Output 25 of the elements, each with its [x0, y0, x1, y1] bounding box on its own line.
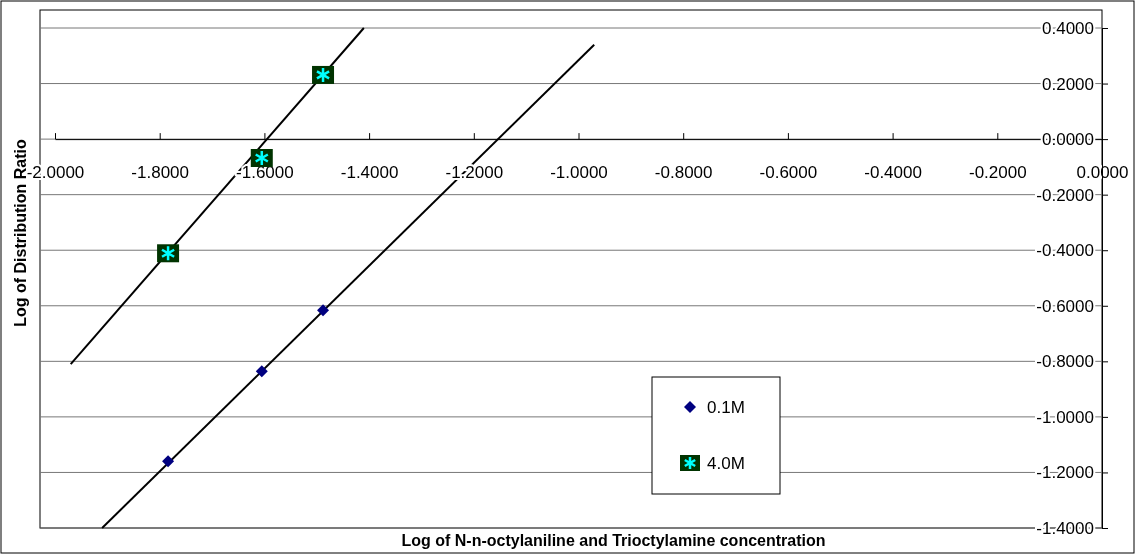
x-tick-label: -1.6000 [236, 163, 294, 183]
x-tick-label: -0.2000 [968, 163, 1027, 183]
y-tick-label: 0.2000 [1042, 74, 1094, 94]
legend-label: 4.0M [707, 454, 745, 473]
y-tick-label: -0.2000 [1036, 185, 1094, 205]
point [255, 365, 268, 378]
y-tick-label: -1.2000 [1036, 463, 1094, 483]
x-tick-label: -1.8000 [131, 163, 190, 183]
x-tick-label: -0.8000 [654, 163, 713, 183]
x-tick-label: -1.0000 [550, 163, 608, 183]
y-tick-label: -0.8000 [1036, 352, 1094, 372]
x-tick-label: -0.6000 [759, 163, 818, 183]
legend-label: 0.1M [707, 398, 745, 417]
y-axis-title: Log of Distribution Ratio [12, 139, 29, 327]
y-tick-label: -0.4000 [1036, 241, 1094, 261]
point [162, 455, 175, 468]
x-tick-label: -1.4000 [340, 163, 399, 183]
x-tick-label: -2.0000 [26, 163, 85, 183]
x-tick-label: -0.4000 [864, 163, 922, 183]
point [317, 304, 330, 317]
y-tick-label: 0.4000 [1042, 18, 1094, 38]
y-tick-label: -0.6000 [1036, 296, 1094, 316]
x-axis-title: Log of N-n-octylaniline and Trioctylamine concentration [401, 532, 826, 549]
y-tick-label: -1.0000 [1036, 407, 1094, 427]
y-tick-label: -1.4000 [1036, 518, 1094, 538]
